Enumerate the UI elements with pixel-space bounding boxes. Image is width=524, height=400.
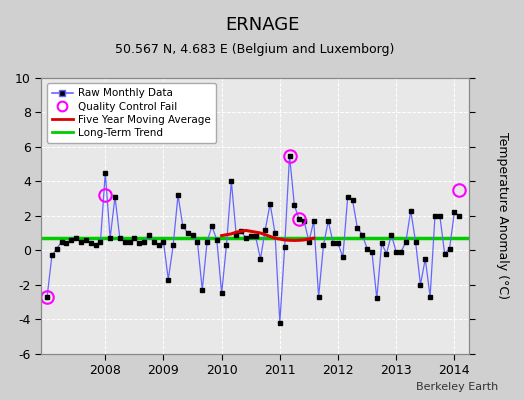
Y-axis label: Temperature Anomaly (°C): Temperature Anomaly (°C): [496, 132, 509, 299]
Text: Berkeley Earth: Berkeley Earth: [416, 382, 498, 392]
Legend: Raw Monthly Data, Quality Control Fail, Five Year Moving Average, Long-Term Tren: Raw Monthly Data, Quality Control Fail, …: [47, 83, 216, 143]
Text: ERNAGE: ERNAGE: [225, 16, 299, 34]
Title: 50.567 N, 4.683 E (Belgium and Luxemborg): 50.567 N, 4.683 E (Belgium and Luxemborg…: [115, 43, 395, 56]
